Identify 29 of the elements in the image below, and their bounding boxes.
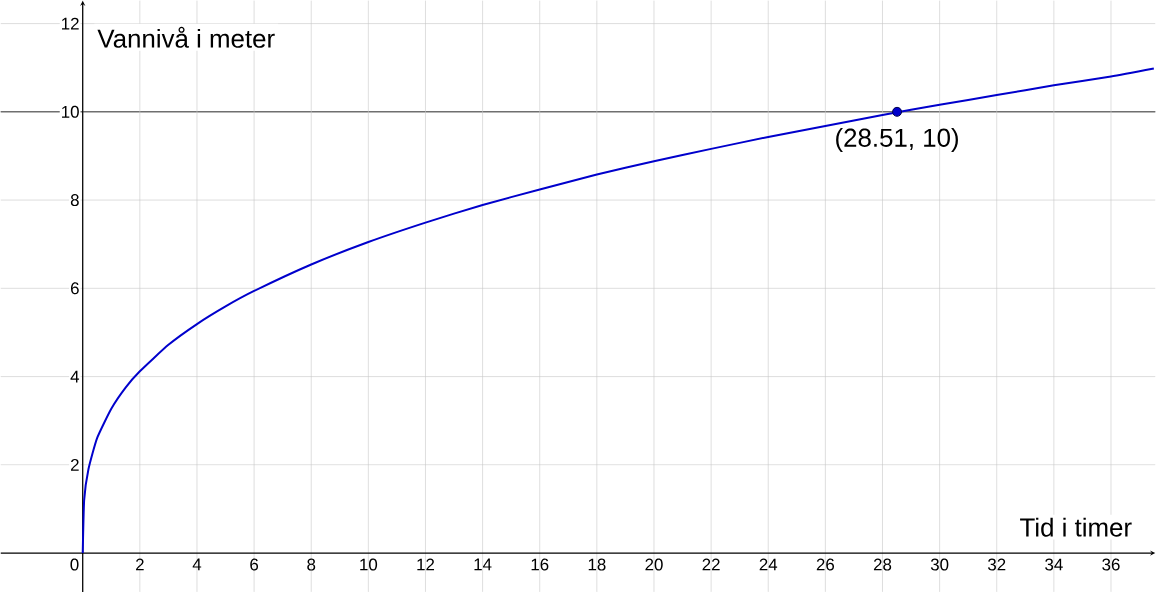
line-series	[81, 67, 1155, 555]
y-tick-label: 6	[70, 282, 79, 295]
x-tick-label: 16	[531, 558, 549, 571]
x-tick-label: 20	[645, 558, 663, 571]
x-tick-label: 24	[759, 558, 778, 571]
x-tick-label: 12	[417, 558, 435, 571]
x-tick-label: 6	[250, 558, 259, 571]
x-tick-label: 10	[360, 558, 378, 571]
x-tick-label: 30	[930, 558, 949, 571]
y-axis-title: Vannivå i meter	[97, 26, 275, 49]
y-tick-label: 10	[62, 106, 79, 119]
x-tick-label: 2	[136, 558, 144, 571]
x-tick-label: 34	[1045, 558, 1063, 571]
x-tick-label: 36	[1102, 558, 1120, 571]
y-tick-label: 4	[70, 370, 80, 383]
x-tick-label: 28	[873, 558, 892, 571]
x-tick-label: 18	[588, 558, 606, 571]
y-tick-label: 2	[70, 459, 79, 471]
x-tick-label: 22	[702, 558, 720, 571]
x-tick-label: 0	[70, 558, 79, 571]
y-tick-label: 8	[70, 194, 79, 207]
y-tick-label: 12	[62, 17, 79, 30]
x-tick-label: 32	[987, 558, 1006, 571]
x-tick-label: 4	[192, 558, 202, 571]
x-axis-title: Tid i timer	[1020, 517, 1132, 537]
x-tick-label: 8	[307, 558, 316, 571]
x-tick-label: 14	[474, 558, 492, 571]
annotation: (28.51, 10)	[836, 128, 958, 153]
x-tick-label: 26	[816, 558, 835, 571]
